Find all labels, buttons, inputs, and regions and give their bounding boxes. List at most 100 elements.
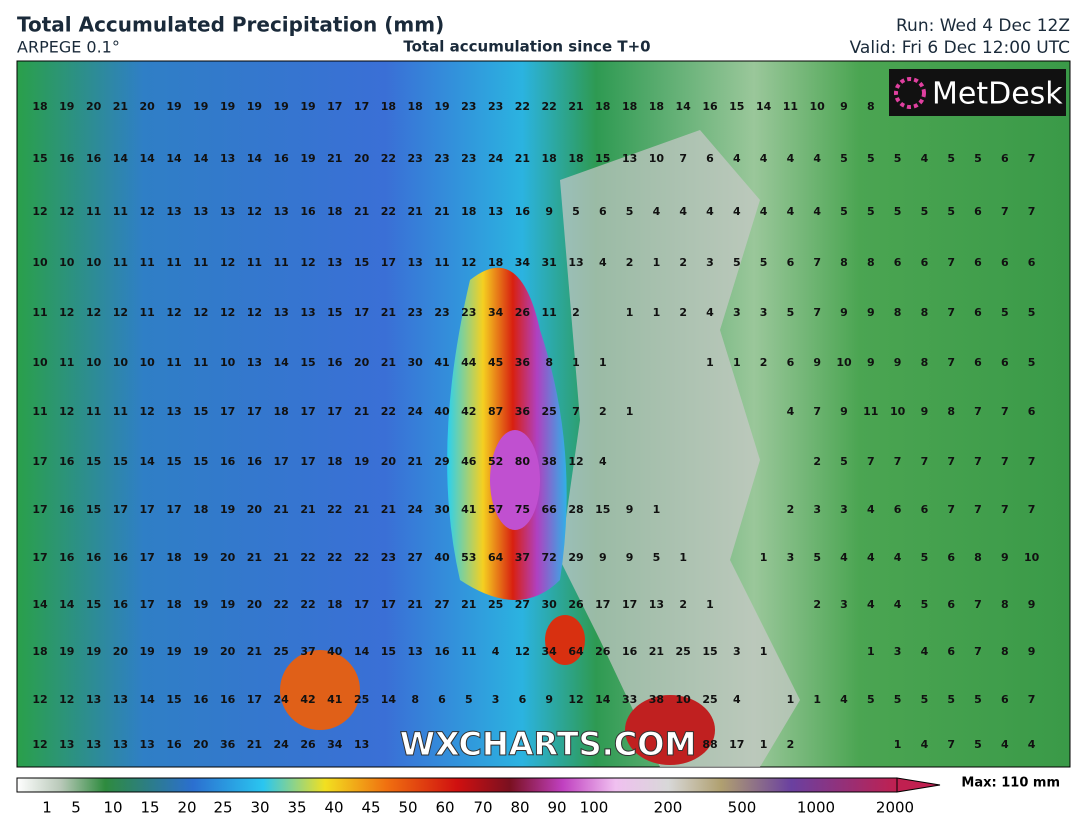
grid-value: 14 xyxy=(166,152,182,165)
grid-value: 15 xyxy=(595,152,610,165)
grid-value: 7 xyxy=(947,356,955,369)
grid-value: 23 xyxy=(488,100,503,113)
grid-value: 34 xyxy=(515,256,531,269)
grid-value: 11 xyxy=(86,405,101,418)
grid-value: 12 xyxy=(59,405,74,418)
grid-value: 17 xyxy=(113,503,128,516)
grid-value: 18 xyxy=(327,455,342,468)
grid-value: 7 xyxy=(1001,405,1009,418)
grid-value: 16 xyxy=(274,152,290,165)
grid-value: 11 xyxy=(59,356,74,369)
grid-value: 2 xyxy=(679,598,687,611)
grid-value: 17 xyxy=(247,693,262,706)
grid-value: 18 xyxy=(166,551,181,564)
grid-value: 20 xyxy=(247,503,263,516)
grid-value: 4 xyxy=(787,405,795,418)
grid-value: 23 xyxy=(381,551,396,564)
colorbar xyxy=(16,777,898,793)
grid-value: 46 xyxy=(461,455,477,468)
grid-value: 27 xyxy=(408,551,423,564)
grid-value: 12 xyxy=(515,645,530,658)
grid-value: 19 xyxy=(166,100,181,113)
grid-value: 31 xyxy=(542,256,557,269)
grid-value: 12 xyxy=(140,205,155,218)
grid-value: 5 xyxy=(947,205,955,218)
grid-value: 15 xyxy=(86,503,101,516)
grid-value: 3 xyxy=(787,551,795,564)
colorbar-label: 20 xyxy=(177,799,196,817)
grid-value: 15 xyxy=(86,455,101,468)
grid-value: 13 xyxy=(86,693,101,706)
grid-value: 40 xyxy=(327,645,343,658)
colorbar-labels: 1 5 10 15 20 25 30 35 40 45 50 60 70 80 90 100 200 500 100… xyxy=(42,799,914,817)
grid-value: 14 xyxy=(247,152,263,165)
grid-value: 14 xyxy=(274,356,290,369)
grid-value: 16 xyxy=(247,455,263,468)
grid-value: 6 xyxy=(947,645,955,658)
grid-value: 11 xyxy=(32,306,47,319)
colorbar-label: 500 xyxy=(728,799,757,817)
grid-value: 5 xyxy=(760,256,768,269)
grid-value: 23 xyxy=(408,152,423,165)
grid-value: 36 xyxy=(220,738,236,751)
grid-value: 36 xyxy=(515,405,531,418)
precip-max xyxy=(490,430,540,530)
grid-value: 12 xyxy=(220,256,235,269)
grid-value: 24 xyxy=(488,152,504,165)
grid-value: 13 xyxy=(408,645,423,658)
grid-value: 13 xyxy=(113,693,128,706)
grid-value: 13 xyxy=(140,738,155,751)
grid-value: 11 xyxy=(193,256,208,269)
grid-value: 17 xyxy=(140,503,155,516)
grid-value: 19 xyxy=(274,100,289,113)
grid-value: 21 xyxy=(354,503,369,516)
grid-value: 16 xyxy=(113,598,129,611)
grid-value: 18 xyxy=(622,100,637,113)
grid-value: 7 xyxy=(1001,205,1009,218)
grid-value: 19 xyxy=(434,100,449,113)
logo-icon xyxy=(894,77,926,109)
grid-value: 11 xyxy=(140,306,155,319)
grid-value: 6 xyxy=(519,693,527,706)
grid-value: 7 xyxy=(947,455,955,468)
grid-value: 6 xyxy=(947,551,955,564)
grid-value: 11 xyxy=(783,100,798,113)
grid-value: 16 xyxy=(220,693,236,706)
grid-value: 3 xyxy=(840,598,848,611)
model: ARPEGE 0.1° xyxy=(17,38,120,57)
grid-value: 52 xyxy=(488,455,503,468)
grid-value: 15 xyxy=(354,256,369,269)
grid-value: 2 xyxy=(679,306,687,319)
grid-value: 21 xyxy=(381,356,396,369)
grid-value: 17 xyxy=(166,503,181,516)
grid-value: 24 xyxy=(274,738,290,751)
grid-value: 14 xyxy=(676,100,692,113)
grid-value: 5 xyxy=(840,152,848,165)
grid-value: 11 xyxy=(247,256,262,269)
grid-value: 7 xyxy=(1028,152,1036,165)
grid-value: 41 xyxy=(434,356,449,369)
grid-value: 1 xyxy=(760,645,768,658)
grid-value: 7 xyxy=(1028,455,1036,468)
grid-value: 1 xyxy=(813,693,821,706)
value-grid: 18 19 20 21 20 19 19 19 19 19 19 17 17 18 18 19 23 23 22 22… xyxy=(32,100,1039,751)
grid-value: 25 xyxy=(702,693,717,706)
grid-value: 13 xyxy=(649,598,664,611)
grid-value: 8 xyxy=(974,551,982,564)
grid-value: 6 xyxy=(787,356,795,369)
grid-value: 22 xyxy=(300,598,315,611)
grid-value: 4 xyxy=(840,693,848,706)
grid-value: 15 xyxy=(113,455,128,468)
grid-value: 6 xyxy=(894,256,902,269)
grid-value: 4 xyxy=(679,205,687,218)
grid-value: 5 xyxy=(894,693,902,706)
grid-value: 5 xyxy=(974,693,982,706)
grid-value: 4 xyxy=(787,205,795,218)
grid-value: 15 xyxy=(193,405,208,418)
grid-value: 44 xyxy=(461,356,477,369)
grid-value: 3 xyxy=(894,645,902,658)
grid-value: 19 xyxy=(59,100,74,113)
grid-value: 53 xyxy=(461,551,476,564)
grid-value: 10 xyxy=(140,356,156,369)
